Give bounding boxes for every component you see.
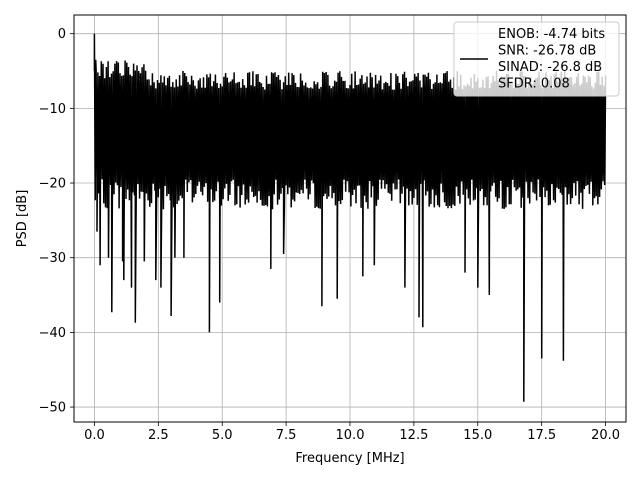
x-tick-label: 5.0 (212, 428, 233, 443)
x-tick-label: 0.0 (84, 428, 105, 443)
x-tick-label: 10.0 (336, 428, 365, 443)
x-tick-label: 20.0 (591, 428, 620, 443)
x-tick-label: 2.5 (148, 428, 169, 443)
plot-data (93, 33, 607, 402)
series-line-psd (93, 33, 607, 402)
legend-entry-sfdr: SFDR: 0.08 (498, 77, 570, 92)
x-axis-ticks: 0.0 2.5 5.0 7.5 10.0 12.5 15.0 17.5 20.0 (84, 422, 620, 443)
y-tick-label: −20 (39, 177, 66, 192)
legend-box (453, 21, 620, 97)
y-axis-ticks: 0 −10 −20 −30 −40 −50 (39, 27, 74, 416)
y-tick-label: −50 (39, 401, 66, 416)
x-tick-label: 17.5 (527, 428, 556, 443)
y-tick-label: −10 (39, 102, 66, 117)
y-tick-label: 0 (58, 27, 66, 42)
x-tick-label: 12.5 (399, 428, 428, 443)
y-axis-title: PSD [dB] (15, 190, 30, 248)
x-tick-label: 7.5 (276, 428, 297, 443)
legend-entry-sinad: SINAD: -26.8 dB (498, 60, 602, 75)
x-axis-title: Frequency [MHz] (295, 451, 404, 466)
y-tick-label: −40 (39, 326, 66, 341)
legend-entry-snr: SNR: -26.78 dB (498, 44, 596, 59)
legend-entry-enob: ENOB: -4.74 bits (498, 27, 605, 42)
y-tick-label: −30 (39, 251, 66, 266)
x-tick-label: 15.0 (463, 428, 492, 443)
legend: ENOB: -4.74 bits SNR: -26.78 dB SINAD: -… (453, 21, 620, 97)
